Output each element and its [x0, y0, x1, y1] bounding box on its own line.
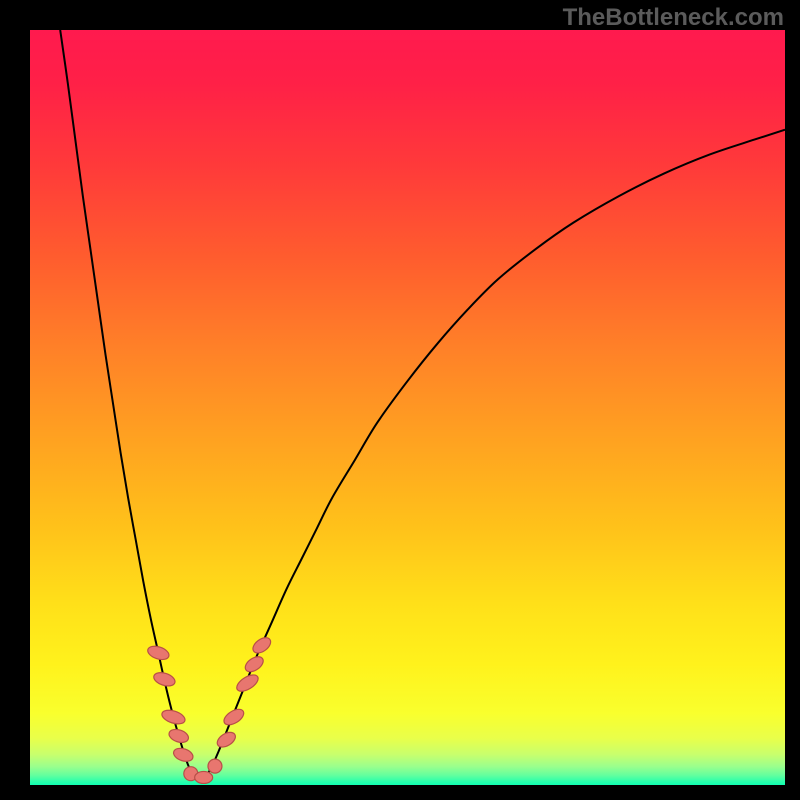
curve-marker	[208, 759, 222, 773]
bottleneck-curve	[60, 30, 785, 780]
curve-marker	[250, 635, 273, 656]
curve-marker	[195, 771, 213, 783]
chart-root: TheBottleneck.com	[0, 0, 800, 800]
curve-marker	[221, 706, 246, 728]
curve-marker	[146, 644, 171, 662]
plot-area	[30, 30, 785, 785]
curve-marker	[234, 672, 261, 695]
marker-cluster	[146, 635, 273, 784]
curve-marker	[167, 727, 190, 745]
curve-marker	[160, 708, 187, 727]
curve-layer-svg	[30, 30, 785, 785]
curve-marker	[172, 746, 195, 764]
curve-marker	[215, 729, 238, 750]
curve-marker	[152, 670, 177, 688]
watermark-text: TheBottleneck.com	[563, 4, 784, 32]
curve-marker	[243, 654, 266, 675]
